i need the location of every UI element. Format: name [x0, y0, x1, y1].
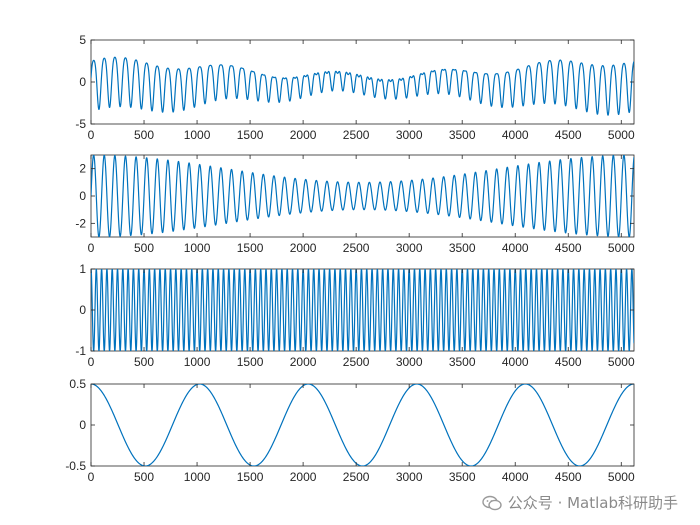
- x-tick-label: 4000: [502, 241, 529, 255]
- x-tick-label: 3000: [396, 470, 423, 484]
- x-tick-label: 500: [134, 470, 154, 484]
- x-tick-label: 3000: [396, 241, 423, 255]
- x-tick-label: 4500: [555, 355, 582, 369]
- x-tick-label: 0: [88, 470, 95, 484]
- x-tick-label: 2500: [343, 470, 370, 484]
- x-tick-label: 2000: [290, 470, 317, 484]
- x-tick-label: 5000: [608, 128, 635, 142]
- series-line-1: [91, 384, 634, 466]
- x-tick-label: 4000: [502, 355, 529, 369]
- x-tick-label: 500: [134, 128, 154, 142]
- y-tick-label: 0: [79, 418, 86, 432]
- subplot-4: 0 500 1000 1500 2000 2500 3000 3500 4000 4500 5000…: [65, 377, 635, 484]
- x-tick-label: 500: [134, 355, 154, 369]
- x-tick-label: 2500: [343, 355, 370, 369]
- y-tick-label: -5: [75, 117, 86, 131]
- y-tick-label: -0.5: [65, 459, 86, 473]
- x-tick-label: 0: [88, 241, 95, 255]
- series-line-1: [91, 56, 634, 116]
- x-tick-label: 2500: [343, 241, 370, 255]
- x-tick-label: 2000: [290, 355, 317, 369]
- y-tick-label: 0: [79, 189, 86, 203]
- x-tick-label: 1500: [237, 241, 264, 255]
- x-tick-label: 1000: [184, 470, 211, 484]
- x-tick-label: 5000: [608, 241, 635, 255]
- y-tick-label: 0: [79, 303, 86, 317]
- wechat-icon: [482, 495, 502, 510]
- watermark-text: 公众号 · Matlab科研助手: [507, 494, 678, 512]
- x-tick-label: 1000: [184, 241, 211, 255]
- x-tick-label: 1500: [237, 470, 264, 484]
- y-tick-label: 1: [79, 262, 86, 276]
- x-tick-label: 4000: [502, 470, 529, 484]
- x-tick-label: 2500: [343, 128, 370, 142]
- x-tick-label: 500: [134, 241, 154, 255]
- x-tick-label: 4000: [502, 128, 529, 142]
- x-tick-label: 4500: [555, 128, 582, 142]
- y-tick-label: -2: [75, 216, 86, 230]
- x-tick-label: 5000: [608, 355, 635, 369]
- subplot-2: 0 500 1000 1500 2000 2500 3000 3500 4000 4500 5000…: [75, 154, 635, 255]
- y-tick-label: 0: [79, 75, 86, 89]
- y-tick-label: -1: [75, 344, 86, 358]
- x-tick-label: 1000: [184, 355, 211, 369]
- x-tick-label: 3500: [449, 128, 476, 142]
- subplot-1: 0 500 1000 1500 2000 2500 3000 3500 4000 4500 5000…: [75, 33, 635, 142]
- x-tick-label: 3000: [396, 128, 423, 142]
- y-tick-label: 5: [79, 33, 86, 47]
- x-tick-label: 1500: [237, 128, 264, 142]
- subplot-3: 0 500 1000 1500 2000 2500 3000 3500 4000 4500 5000…: [75, 262, 635, 369]
- x-tick-label: 5000: [608, 470, 635, 484]
- x-tick-label: 2000: [290, 241, 317, 255]
- x-tick-label: 0: [88, 355, 95, 369]
- x-tick-label: 3500: [449, 241, 476, 255]
- x-tick-label: 4500: [555, 241, 582, 255]
- x-tick-label: 2000: [290, 128, 317, 142]
- watermark: 公众号 · Matlab科研助手: [482, 492, 678, 513]
- series-line-1: [91, 155, 634, 237]
- x-tick-label: 0: [88, 128, 95, 142]
- x-tick-label: 4500: [555, 470, 582, 484]
- x-tick-label: 3000: [396, 355, 423, 369]
- series-line-1: [91, 269, 634, 351]
- x-tick-label: 3500: [449, 470, 476, 484]
- x-tick-label: 3500: [449, 355, 476, 369]
- x-tick-label: 1500: [237, 355, 264, 369]
- x-tick-label: 1000: [184, 128, 211, 142]
- y-tick-label: 0.5: [69, 377, 86, 391]
- y-tick-label: 2: [79, 162, 86, 176]
